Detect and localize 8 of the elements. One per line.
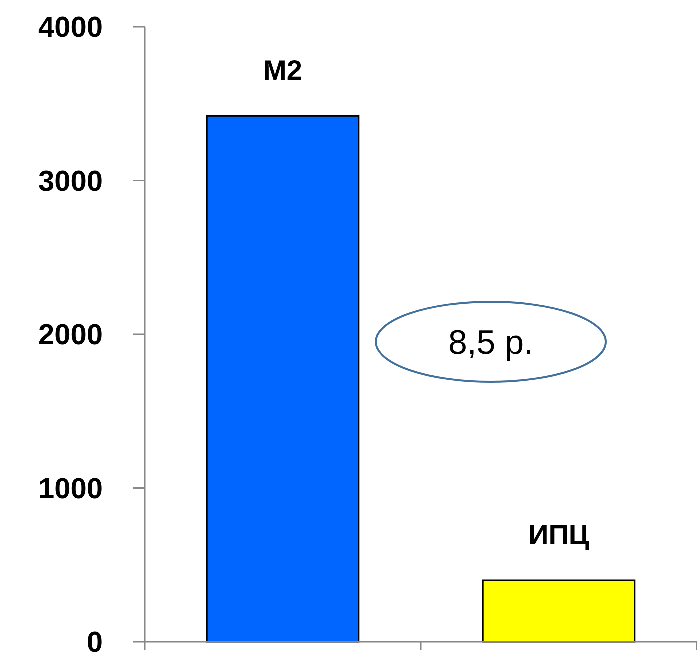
x-tick-label: M2 [264, 55, 302, 86]
y-tick-label: 2000 [38, 320, 103, 352]
y-tick-label: 1000 [38, 473, 103, 506]
y-tick-label: 3000 [38, 166, 103, 198]
annotation: 8,5 р. [448, 324, 534, 362]
y-tick-label: 4000 [38, 12, 103, 44]
y-tick-label: 0 [86, 627, 103, 656]
x-tick-label: ИПЦ [528, 520, 590, 550]
